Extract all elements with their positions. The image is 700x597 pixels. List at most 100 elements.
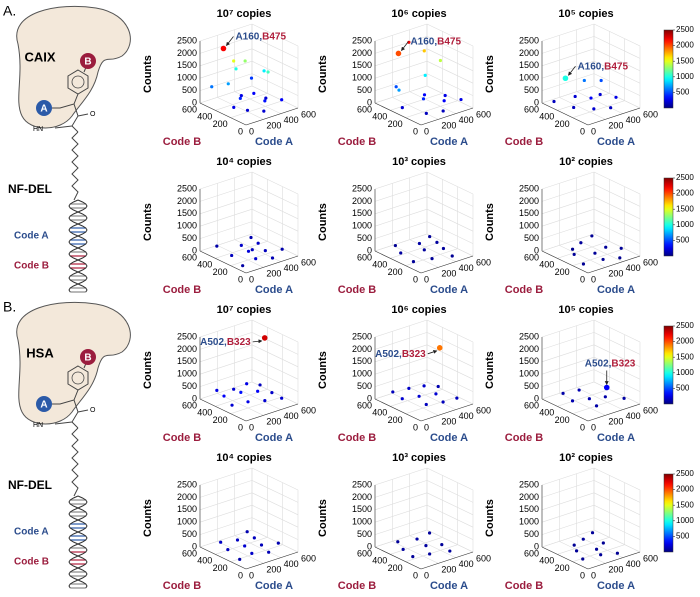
data-point: [622, 396, 626, 400]
code-b-tick-label: 200: [388, 119, 403, 129]
plot-title: 10⁷ copies: [217, 8, 272, 20]
grid-line: [557, 389, 610, 407]
code-a-axis-label: Code A: [430, 136, 468, 148]
data-point: [258, 383, 262, 387]
code-a-tick-label: 0: [424, 274, 429, 284]
dna-strand: [68, 495, 88, 589]
code-a-tick-label: 200: [266, 565, 281, 575]
hn-label: HN: [33, 422, 43, 429]
panel-label: B.: [3, 299, 16, 315]
grid-line: [593, 467, 641, 491]
grid-line: [374, 60, 428, 79]
code-b-tick-label: 0: [580, 274, 585, 284]
plot-3d: 0500100015002000250002004006000200400600…: [142, 304, 316, 444]
grid-line: [541, 208, 595, 227]
z-tick-label: 2000: [519, 492, 539, 502]
data-point: [219, 540, 223, 544]
data-point: [598, 92, 602, 97]
z-tick-label: 2000: [352, 344, 372, 354]
grid-line: [593, 171, 641, 195]
grid-line: [541, 48, 595, 67]
grid-line: [199, 48, 253, 67]
code-a-tick-label: 400: [626, 559, 641, 569]
code-b-tick-label: 0: [238, 570, 243, 580]
code-b-tick-label: 200: [388, 415, 403, 425]
grid-line: [405, 100, 458, 118]
data-point: [250, 551, 254, 555]
data-point: [264, 96, 268, 100]
grid-line: [374, 356, 428, 375]
data-point: [448, 549, 452, 553]
z-tick-label: 2500: [352, 479, 372, 489]
grid-line: [593, 369, 641, 392]
grid-line: [374, 48, 428, 67]
code-a-tick-label: 200: [441, 565, 456, 575]
z-tick-label: 1000: [177, 221, 197, 231]
code-a-tick-label: 0: [591, 422, 596, 432]
colorbar-tick-label: 1000: [676, 72, 694, 81]
z-tick-label: 0: [192, 393, 197, 403]
grid-line: [374, 467, 428, 486]
data-point: [577, 388, 581, 392]
code-b-tick-label: 200: [213, 563, 228, 573]
code-a-tick-label: 400: [459, 263, 474, 273]
grid-line: [374, 73, 428, 91]
data-point: [252, 536, 256, 540]
data-point: [263, 249, 267, 253]
z-tick-label: 1000: [177, 73, 197, 83]
grid-line: [199, 381, 253, 400]
z-tick-label: 0: [192, 97, 197, 107]
axis-line: [374, 546, 422, 570]
code-a-tick-label: 600: [476, 405, 491, 415]
z-tick-label: 1500: [519, 60, 539, 70]
schematic: HSA B A HN O NF-DEL Code A Code B: [8, 301, 131, 589]
grid-line: [374, 504, 428, 523]
z-tick-label: 0: [534, 245, 539, 255]
data-point: [436, 384, 440, 389]
grid-line: [541, 369, 595, 387]
grid-line: [426, 233, 474, 257]
data-point: [561, 391, 565, 395]
data-point: [592, 107, 596, 111]
code-b-axis-label: Code B: [163, 136, 202, 148]
grid-line: [426, 60, 474, 84]
code-b-tick-label: 200: [555, 267, 570, 277]
grid-line: [251, 356, 299, 380]
data-point: [232, 105, 236, 109]
grid-line: [541, 529, 595, 548]
data-point: [261, 335, 268, 341]
plot-3d: 0500100015002000250002004006000200400600…: [317, 8, 491, 148]
grid-line: [541, 221, 595, 239]
grid-line: [199, 529, 253, 548]
code-b-tick-label: 200: [555, 119, 570, 129]
annotation-arrow: [226, 36, 234, 47]
code-b-tick-label: 200: [555, 563, 570, 573]
grid-line: [572, 396, 625, 414]
code-b-tick-label: 0: [413, 570, 418, 580]
grid-line: [426, 356, 474, 380]
code-b-tick-label: 0: [580, 570, 585, 580]
grid-line: [576, 239, 623, 262]
hit-label-b: B323: [227, 337, 251, 348]
grid-line: [251, 332, 299, 355]
hit-label-a: A502,: [200, 337, 227, 348]
z-tick-label: 500: [182, 381, 197, 391]
axis-line: [245, 255, 299, 274]
data-point: [245, 108, 250, 112]
colorbar-tick-label: 1500: [676, 56, 694, 65]
z-tick-label: 2000: [519, 48, 539, 58]
schematic-shape: [16, 5, 131, 129]
code-a-tick-label: 0: [424, 126, 429, 136]
z-tick-label: 500: [357, 529, 372, 539]
code-b-axis-label: Code B: [505, 580, 544, 592]
z-tick-label: 2000: [519, 196, 539, 206]
annotation-arrow: [401, 41, 409, 51]
z-tick-label: 0: [367, 541, 372, 551]
grid-line: [199, 85, 253, 104]
grid-line: [199, 171, 253, 190]
code-a-tick-label: 400: [284, 263, 299, 273]
data-point: [415, 537, 419, 541]
grid-line: [199, 504, 253, 523]
grid-line: [426, 480, 474, 503]
code-b-tick-label: 600: [182, 104, 197, 114]
